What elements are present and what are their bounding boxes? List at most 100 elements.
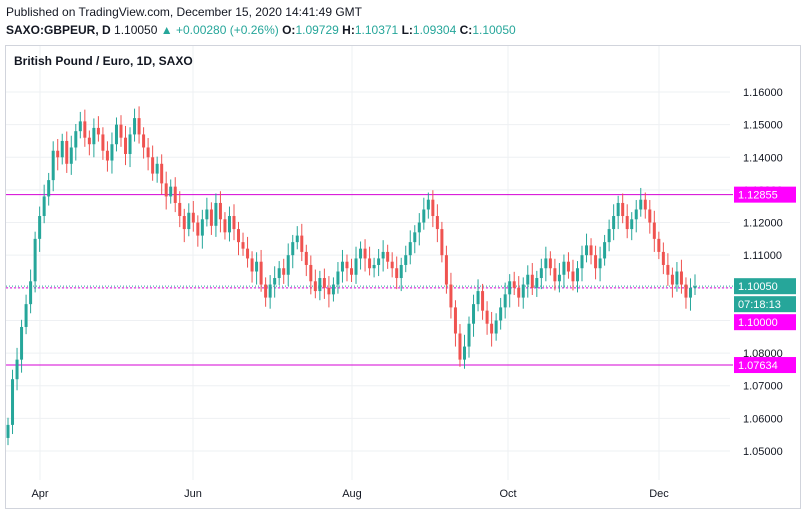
candle — [218, 191, 222, 233]
candle — [679, 259, 683, 294]
candle — [331, 277, 335, 302]
candle — [521, 277, 525, 309]
change-value: +0.00280 (+0.26%) — [176, 23, 279, 37]
candle — [449, 272, 453, 319]
candle — [6, 417, 10, 446]
candle — [634, 200, 638, 233]
candle — [575, 261, 579, 293]
candle — [580, 245, 584, 282]
candle — [413, 225, 417, 254]
candle — [259, 249, 263, 292]
candle — [87, 130, 91, 156]
candle — [304, 244, 308, 277]
candle — [191, 201, 195, 232]
candle — [20, 319, 24, 373]
candle — [142, 127, 146, 159]
candle — [517, 276, 521, 307]
candle — [15, 347, 19, 391]
close-value: 1.10050 — [472, 23, 516, 37]
candle — [223, 212, 227, 240]
candle — [60, 133, 64, 165]
candle — [11, 369, 15, 435]
candle — [508, 274, 512, 308]
candle — [485, 301, 489, 335]
candle — [688, 278, 692, 311]
price-tag: 1.07634 — [734, 357, 796, 374]
candle — [630, 212, 634, 241]
candle — [472, 294, 476, 337]
candle — [110, 132, 114, 174]
candle — [318, 270, 322, 301]
candle — [643, 192, 647, 219]
candle — [255, 252, 259, 285]
candle — [340, 249, 344, 283]
candle — [693, 274, 697, 295]
high-label: H: — [342, 23, 355, 37]
x-tick-label: Aug — [342, 488, 362, 500]
candle — [187, 203, 191, 237]
candle — [440, 221, 444, 263]
candle — [65, 131, 69, 173]
candle — [359, 241, 363, 270]
candle — [155, 156, 159, 183]
candle — [313, 269, 317, 299]
candle — [652, 210, 656, 252]
candle — [417, 213, 421, 246]
candle — [246, 236, 250, 268]
candle — [621, 193, 625, 224]
x-tick-label: Jun — [184, 488, 202, 500]
candle — [295, 226, 299, 250]
candle — [291, 234, 295, 269]
candle — [151, 145, 155, 181]
candle — [571, 259, 575, 291]
candle — [273, 266, 277, 298]
candle — [399, 257, 403, 292]
candle — [133, 108, 137, 142]
candle — [458, 324, 462, 367]
candle — [114, 117, 118, 152]
candle — [530, 263, 534, 295]
price-tag-label: 07:18:13 — [738, 299, 781, 311]
candle — [612, 204, 616, 241]
symbol-info-line: SAXO:GBPEUR, D 1.10050 ▲ +0.00280 (+0.26… — [6, 23, 516, 37]
candle — [300, 223, 304, 262]
candle — [526, 265, 530, 298]
symbol-label: SAXO:GBPEUR, D — [6, 23, 111, 37]
open-value: 1.09729 — [295, 23, 339, 37]
candle — [105, 141, 109, 172]
candle — [69, 135, 73, 175]
up-arrow-icon: ▲ — [160, 23, 173, 37]
price-tag: 1.12855 — [734, 186, 796, 203]
candle — [74, 123, 78, 161]
candle — [661, 242, 665, 275]
candle — [544, 246, 548, 282]
candle — [178, 191, 182, 228]
candle — [345, 254, 349, 282]
price-tag-label: 1.07634 — [738, 360, 778, 372]
candle — [481, 283, 485, 320]
candle — [503, 282, 507, 319]
price-tag: 1.10000 — [734, 314, 796, 331]
candle — [535, 270, 539, 297]
candle — [467, 316, 471, 358]
candle — [101, 127, 105, 160]
candle — [169, 179, 173, 204]
candle — [137, 106, 141, 144]
candle — [160, 154, 164, 195]
candle — [494, 313, 498, 341]
candle — [657, 231, 661, 260]
candle — [363, 239, 367, 272]
candle — [616, 195, 620, 230]
low-label: L: — [401, 23, 413, 37]
candle — [675, 262, 679, 292]
candle — [639, 187, 643, 217]
candle — [431, 190, 435, 228]
candle — [309, 255, 313, 295]
candle — [598, 246, 602, 282]
price-tag: 1.10050 — [734, 278, 796, 295]
candle — [24, 294, 28, 335]
price-tag-label: 1.12855 — [738, 190, 778, 202]
candle — [200, 209, 204, 249]
candle — [322, 268, 326, 299]
